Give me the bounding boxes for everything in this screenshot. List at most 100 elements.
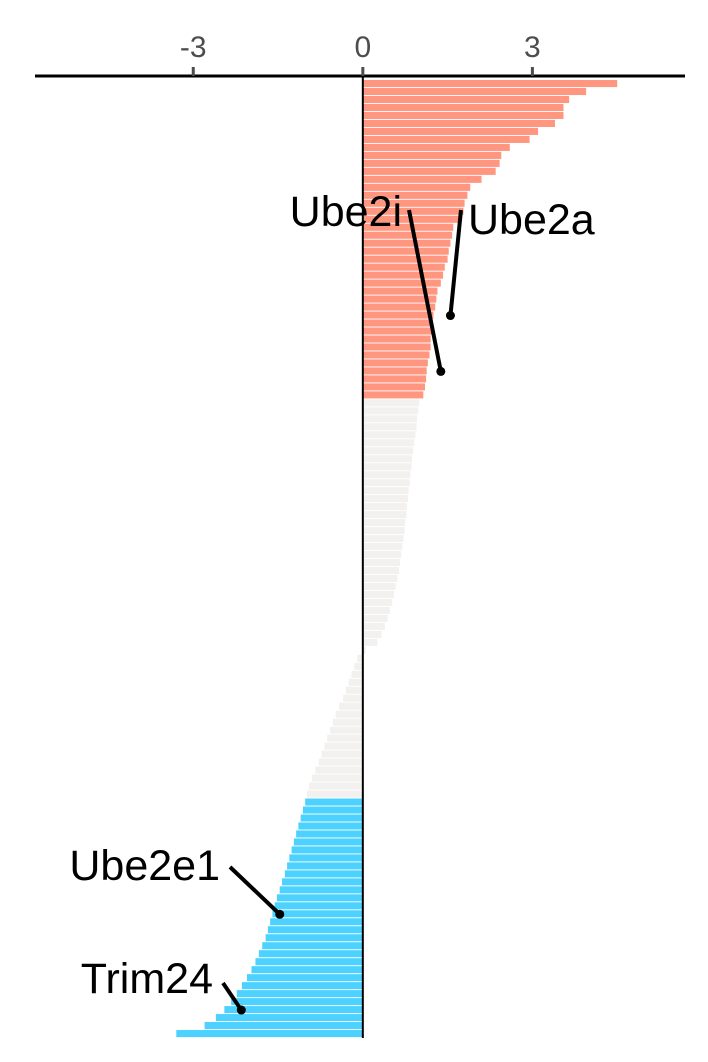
- bar-9: [362, 151, 502, 159]
- bar-54: [362, 511, 407, 519]
- bar-65: [362, 598, 393, 606]
- bar-99: [284, 870, 363, 878]
- bar-41: [362, 407, 419, 415]
- bar-29: [362, 311, 434, 319]
- bar-61: [362, 566, 399, 575]
- bar-108: [262, 942, 363, 950]
- annotation-point-trim24: [236, 1005, 246, 1015]
- bar-68: [362, 622, 385, 630]
- bar-50: [362, 479, 410, 487]
- bar-6: [362, 127, 539, 135]
- bar-59: [362, 551, 402, 559]
- bar-10: [362, 159, 500, 167]
- bar-56: [362, 527, 405, 535]
- bar-35: [362, 359, 428, 367]
- x-tick-label: 3: [524, 31, 541, 64]
- bar-12: [362, 175, 482, 183]
- x-tick-label: -3: [180, 31, 207, 64]
- bar-119: [176, 1030, 363, 1038]
- annotation-label-trim24: Trim24: [81, 955, 213, 1003]
- bar-70: [362, 638, 378, 646]
- annotation-leader-ube2i: [407, 209, 443, 372]
- bar-106: [267, 926, 363, 934]
- bar-118: [204, 1022, 363, 1030]
- bar-96: [291, 846, 363, 854]
- bar-62: [362, 574, 398, 583]
- annotation-label-ube2a: Ube2a: [468, 196, 595, 244]
- bar-44: [362, 431, 416, 439]
- bar-107: [265, 934, 363, 942]
- bar-37: [362, 375, 427, 383]
- bar-67: [362, 614, 388, 622]
- bar-102: [276, 894, 363, 902]
- bar-64: [362, 590, 394, 599]
- bar-15: [362, 199, 465, 207]
- bar-77: [343, 694, 363, 702]
- bar-115: [231, 998, 363, 1006]
- bar-78: [339, 702, 363, 710]
- bar-87: [311, 774, 363, 782]
- bar-76: [345, 686, 363, 694]
- bar-92: [300, 814, 363, 822]
- bar-73: [354, 662, 363, 670]
- bar-20: [362, 239, 451, 247]
- bar-21: [362, 247, 449, 255]
- bar-86: [315, 766, 363, 774]
- bar-95: [293, 838, 363, 846]
- bar-117: [215, 1014, 363, 1022]
- bar-22: [362, 255, 448, 263]
- bar-111: [251, 966, 363, 974]
- bar-71: [362, 646, 366, 654]
- bar-47: [362, 455, 412, 463]
- bar-33: [362, 343, 431, 351]
- annotation-point-ube2e1: [275, 909, 285, 919]
- bar-5: [362, 119, 555, 127]
- annotation-point-ube2i: [436, 366, 446, 376]
- bar-55: [362, 519, 406, 527]
- bar-79: [335, 710, 363, 718]
- bar-27: [362, 295, 437, 303]
- bar-7: [362, 135, 530, 143]
- bar-98: [287, 862, 363, 870]
- bar-57: [362, 535, 404, 543]
- bar-48: [362, 463, 412, 471]
- bar-110: [255, 958, 363, 966]
- bar-89: [306, 790, 363, 798]
- bar-81: [330, 726, 363, 734]
- bar-26: [362, 287, 438, 295]
- bar-43: [362, 423, 417, 431]
- bar-51: [362, 487, 409, 495]
- bar-103: [274, 902, 363, 910]
- bar-36: [362, 367, 427, 375]
- bar-75: [348, 678, 363, 686]
- bar-60: [362, 559, 401, 567]
- annotation-leader-ube2e1: [228, 865, 282, 916]
- bar-16: [362, 207, 464, 215]
- annotation-point-ube2a: [445, 311, 455, 321]
- bar-58: [362, 543, 403, 551]
- bar-84: [321, 750, 363, 758]
- bar-116: [224, 1006, 363, 1014]
- bar-1: [362, 87, 587, 96]
- bar-2: [362, 95, 570, 104]
- bar-93: [298, 822, 363, 830]
- bar-82: [327, 734, 363, 742]
- bar-101: [279, 886, 363, 894]
- bar-25: [362, 279, 441, 287]
- bar-94: [296, 830, 363, 838]
- bar-0: [362, 80, 618, 88]
- bar-31: [362, 327, 432, 335]
- bar-69: [362, 630, 382, 638]
- bars-layer: [176, 80, 618, 1038]
- bar-105: [270, 918, 363, 926]
- bar-18: [362, 223, 454, 231]
- bar-3: [362, 103, 564, 112]
- bar-63: [362, 582, 396, 591]
- bar-23: [362, 263, 445, 271]
- bar-13: [362, 183, 471, 191]
- bar-66: [362, 606, 390, 614]
- bar-4: [362, 111, 564, 120]
- bar-85: [318, 758, 363, 766]
